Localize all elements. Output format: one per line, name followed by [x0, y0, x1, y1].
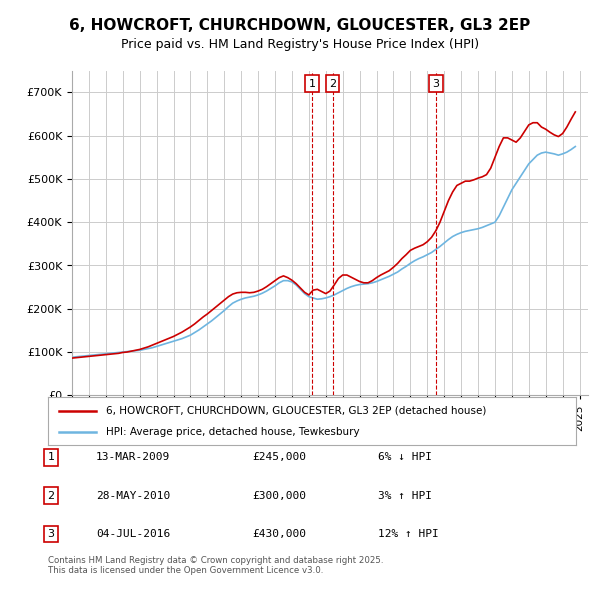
Text: 6, HOWCROFT, CHURCHDOWN, GLOUCESTER, GL3 2EP: 6, HOWCROFT, CHURCHDOWN, GLOUCESTER, GL3… — [70, 18, 530, 32]
Text: 2: 2 — [47, 491, 55, 500]
Text: 13-MAR-2009: 13-MAR-2009 — [96, 453, 170, 462]
Text: Price paid vs. HM Land Registry's House Price Index (HPI): Price paid vs. HM Land Registry's House … — [121, 38, 479, 51]
Text: HPI: Average price, detached house, Tewkesbury: HPI: Average price, detached house, Tewk… — [106, 427, 360, 437]
Text: £300,000: £300,000 — [252, 491, 306, 500]
Text: 28-MAY-2010: 28-MAY-2010 — [96, 491, 170, 500]
Text: 1: 1 — [47, 453, 55, 462]
Text: £430,000: £430,000 — [252, 529, 306, 539]
Text: 6% ↓ HPI: 6% ↓ HPI — [378, 453, 432, 462]
Text: 3: 3 — [47, 529, 55, 539]
Text: 3% ↑ HPI: 3% ↑ HPI — [378, 491, 432, 500]
Text: £245,000: £245,000 — [252, 453, 306, 462]
Text: 1: 1 — [309, 79, 316, 88]
Text: 04-JUL-2016: 04-JUL-2016 — [96, 529, 170, 539]
Text: 3: 3 — [432, 79, 439, 88]
Text: 12% ↑ HPI: 12% ↑ HPI — [378, 529, 439, 539]
Text: Contains HM Land Registry data © Crown copyright and database right 2025.
This d: Contains HM Land Registry data © Crown c… — [48, 556, 383, 575]
Text: 6, HOWCROFT, CHURCHDOWN, GLOUCESTER, GL3 2EP (detached house): 6, HOWCROFT, CHURCHDOWN, GLOUCESTER, GL3… — [106, 405, 487, 415]
Text: 2: 2 — [329, 79, 336, 88]
